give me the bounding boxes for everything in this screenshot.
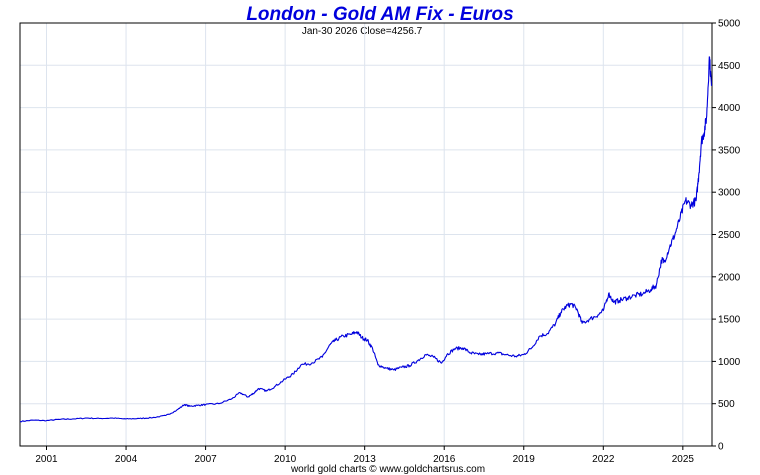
chart-subtitle: Jan-30 2026 Close=4256.7 <box>302 26 423 37</box>
y-tick-label: 1500 <box>718 315 741 326</box>
chart-title: London - Gold AM Fix - Euros <box>246 4 513 25</box>
x-axis-ticks: 2001 2004 2007 2010 2013 2016 2019 2022 2025 <box>35 446 694 465</box>
x-tick-label: 2007 <box>194 454 217 465</box>
x-tick-label: 2010 <box>274 454 297 465</box>
price-line <box>19 56 713 423</box>
y-tick-label: 3500 <box>718 145 741 156</box>
x-tick-label: 2016 <box>433 454 456 465</box>
y-tick-label: 4000 <box>718 103 741 114</box>
x-tick-label: 2004 <box>115 454 138 465</box>
y-tick-label: 3000 <box>718 188 741 199</box>
grid-lines <box>20 22 712 447</box>
y-tick-label: 500 <box>718 399 735 410</box>
chart-footer: world gold charts © www.goldchartsrus.co… <box>290 464 485 475</box>
x-tick-label: 2001 <box>35 454 58 465</box>
y-tick-label: 2000 <box>718 272 741 283</box>
x-tick-label: 2019 <box>513 454 536 465</box>
x-tick-label: 2013 <box>354 454 377 465</box>
y-axis-ticks: 0 500 1000 1500 2000 2500 3000 3500 4000 4500 5000 <box>712 19 741 453</box>
series-layer <box>19 56 713 423</box>
y-tick-label: 2500 <box>718 230 741 241</box>
y-tick-label: 0 <box>718 442 724 453</box>
y-tick-label: 4500 <box>718 61 741 72</box>
x-tick-label: 2022 <box>592 454 615 465</box>
y-tick-label: 1000 <box>718 357 741 368</box>
x-tick-label: 2025 <box>672 454 695 465</box>
y-tick-label: 5000 <box>718 19 741 30</box>
